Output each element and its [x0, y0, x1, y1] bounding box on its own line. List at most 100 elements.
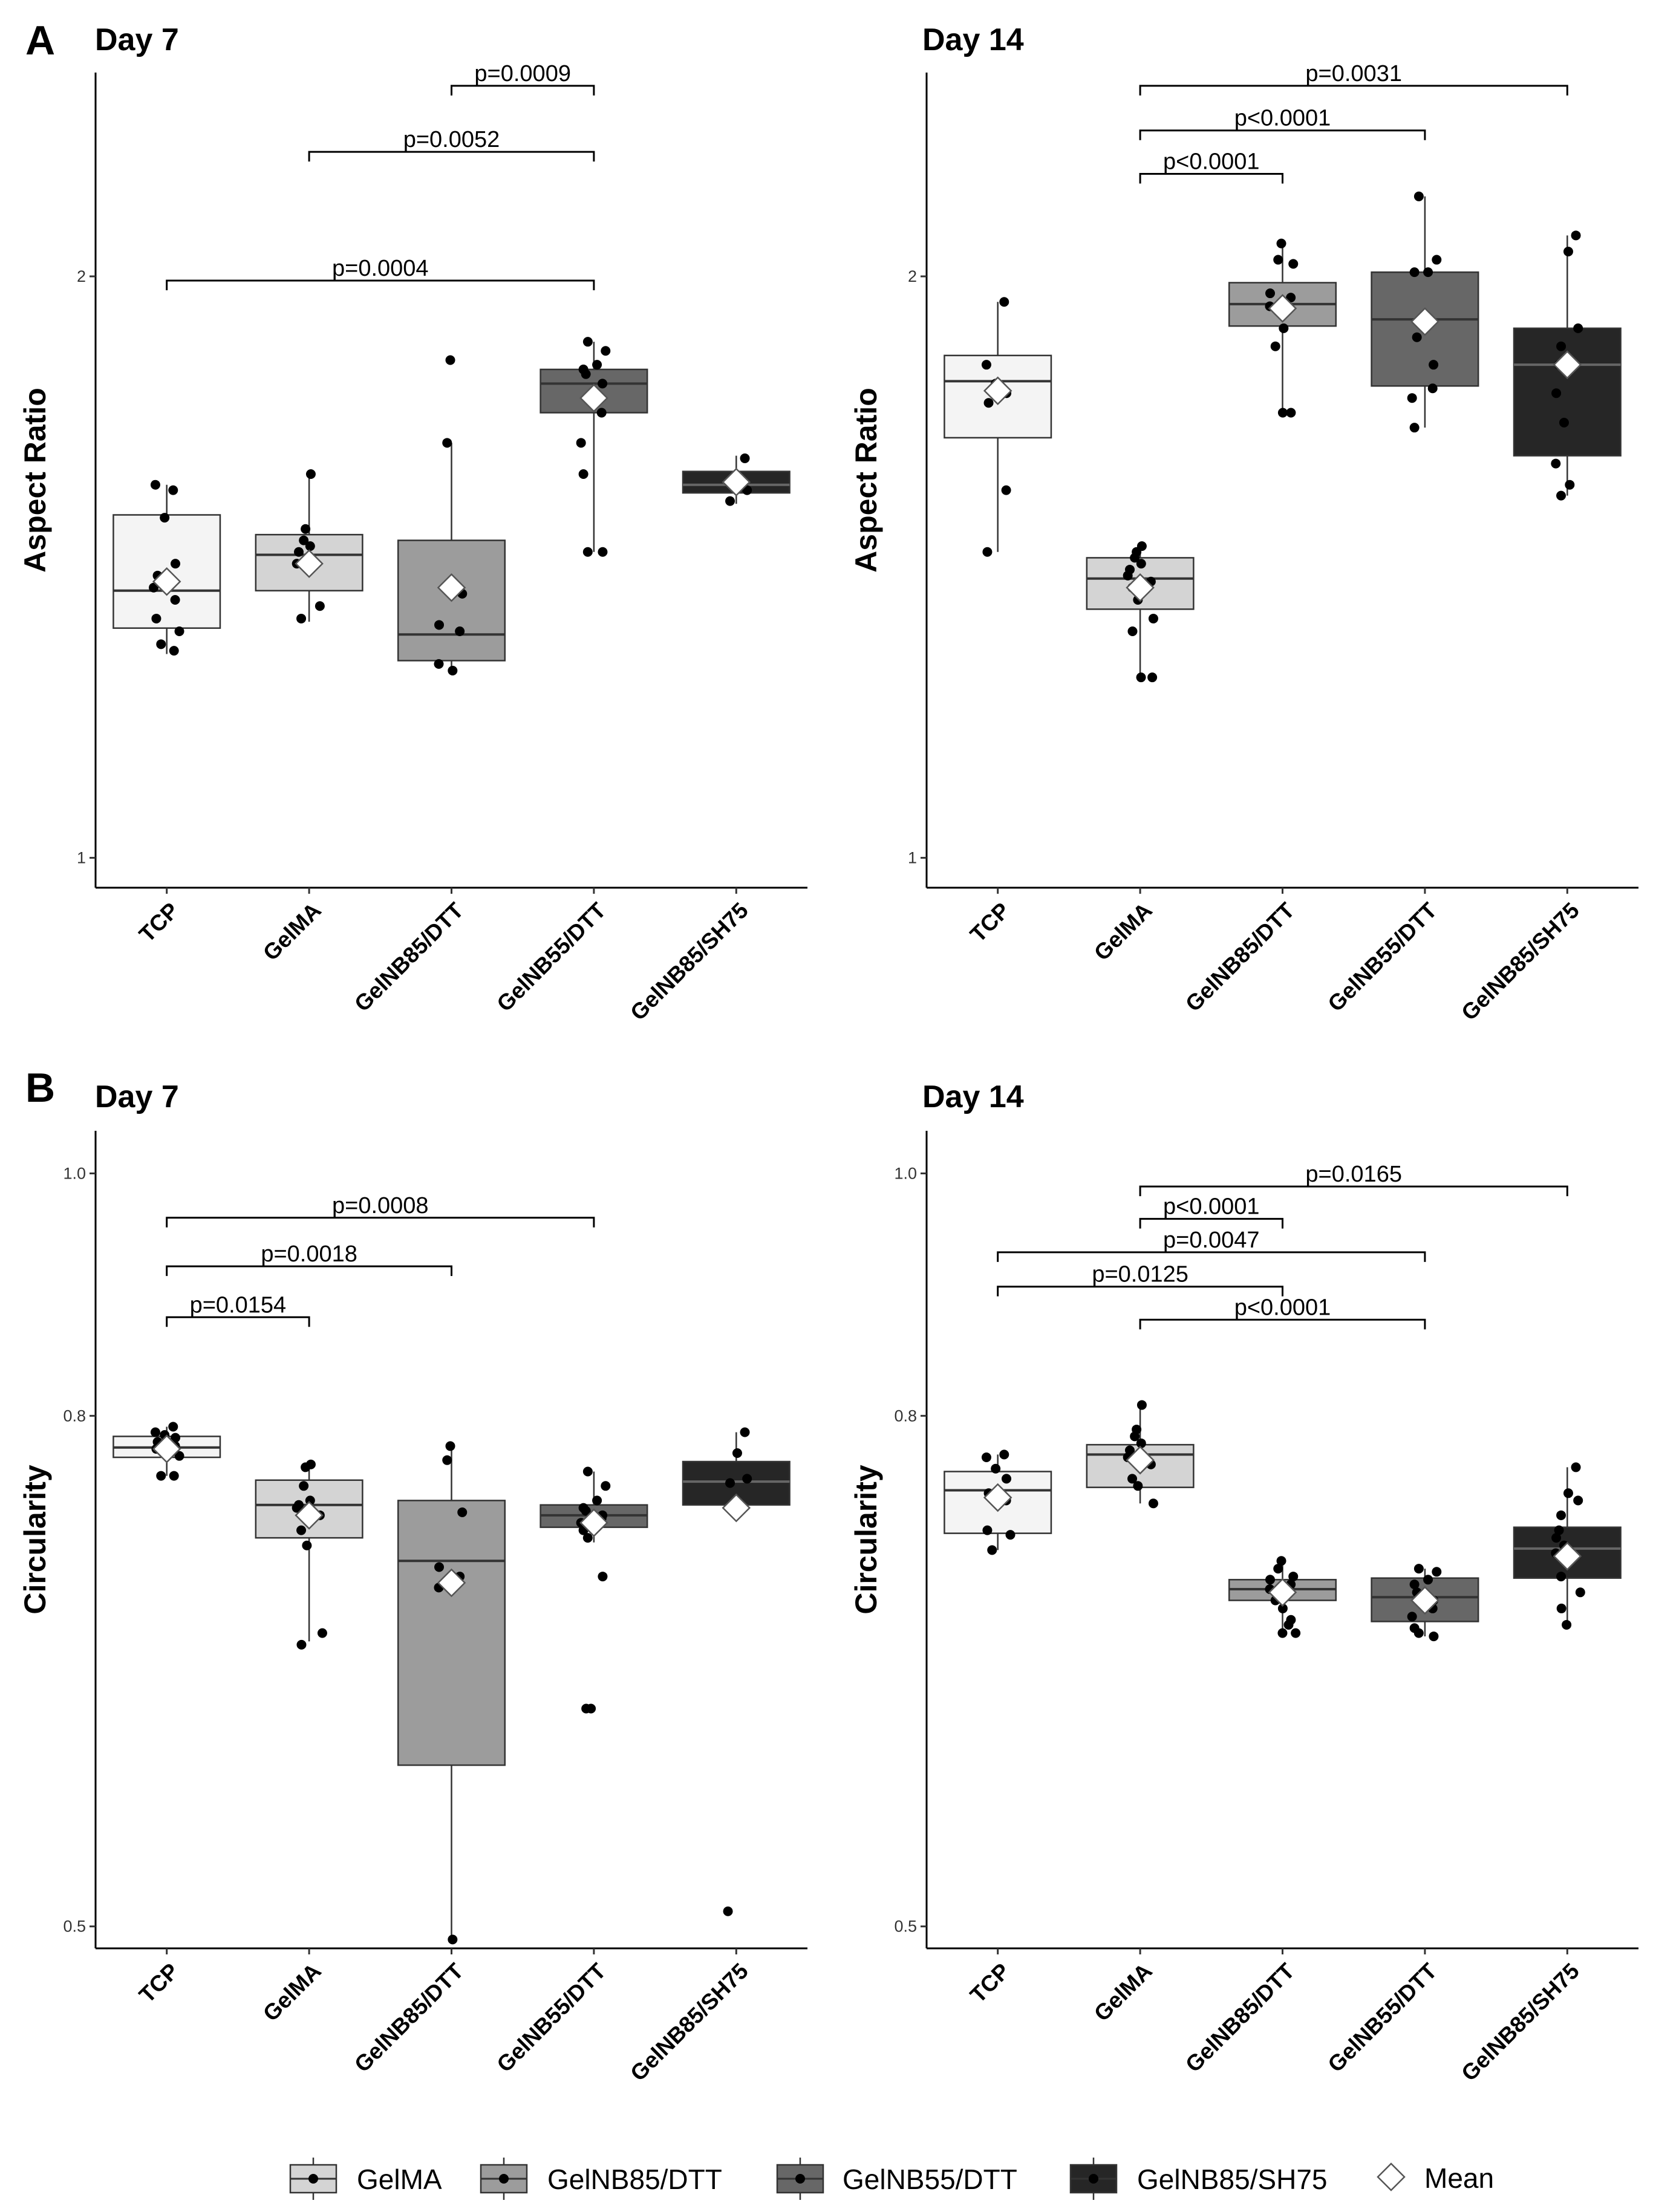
data-point-gelma [299, 535, 309, 545]
data-point-gelnb55-dtt [1427, 383, 1438, 394]
data-point-gelnb85-sh75 [1559, 417, 1569, 428]
x-tick-label-tcp: TCP [134, 898, 183, 947]
data-point-gelnb55-dtt [1409, 267, 1420, 278]
data-point-gelnb85-dtt [445, 1441, 455, 1451]
chart-title-b-day7: Day 7 [95, 1079, 179, 1114]
x-tick-label-tcp: TCP [134, 1959, 183, 2008]
chart-aspect-ratio-day7: 1 2 Aspect Ratio TCP GelMA GelNB85/DTT GelNB55… [18, 61, 807, 1026]
data-point-gelnb85-dtt [1277, 1628, 1288, 1638]
mean-marker-gelnb85-sh75 [722, 467, 751, 497]
data-point-gelnb55-dtt [1413, 1628, 1424, 1638]
data-point-gelnb85-dtt [445, 355, 455, 365]
significance-bracket [997, 1286, 1283, 1296]
data-point-gelma [1136, 1438, 1146, 1448]
data-point-tcp [999, 1449, 1009, 1460]
data-point-gelnb55-dtt [582, 547, 593, 557]
data-point-gelnb85-sh75 [1575, 1587, 1585, 1598]
p-value-label: p<0.0001 [1163, 1194, 1260, 1220]
data-point-gelnb85-dtt [1276, 238, 1286, 249]
data-point-gelnb55-dtt [1413, 1564, 1424, 1574]
mean-marker-gelnb85-sh75 [1553, 350, 1582, 379]
legend-label-gelnb55-dtt: GelNB55/DTT [843, 2164, 1017, 2195]
data-point-tcp [991, 1463, 1001, 1474]
data-point-gelma [302, 1540, 312, 1550]
x-tick-label-gelnb55-dtt: GelNB55/DTT [1323, 1958, 1441, 2077]
mean-marker-gelnb55-dtt [579, 383, 608, 412]
data-point-tcp [169, 646, 179, 656]
data-point-gelnb85-dtt [1265, 288, 1276, 299]
data-point-gelnb85-sh75 [723, 1906, 733, 1916]
data-point-gelnb85-dtt [455, 626, 465, 636]
data-point-gelnb85-dtt [1277, 1603, 1288, 1613]
data-point-gelma [301, 524, 311, 534]
data-point-gelma [296, 613, 307, 623]
data-point-gelnb55-dtt [578, 469, 588, 480]
p-value-label: p=0.0018 [261, 1241, 357, 1267]
significance-bracket [1139, 172, 1283, 184]
data-point-gelnb85-dtt [442, 1455, 452, 1465]
x-tick-label-gelnb85-sh75: GelNB85/SH75 [625, 1959, 753, 2086]
data-point-gelnb55-dtt [581, 1506, 591, 1516]
data-point-gelnb55-dtt [592, 360, 602, 370]
data-point-gelnb55-dtt [1432, 1567, 1442, 1577]
data-point-gelnb85-sh75 [1556, 1572, 1567, 1582]
data-point-gelnb55-dtt [586, 1703, 596, 1714]
mean-marker-gelnb55-dtt [1410, 307, 1439, 336]
mean-marker-gelma [1126, 1445, 1155, 1475]
x-tick-label-gelnb85-dtt: GelNB85/DTT [1181, 897, 1299, 1016]
data-point-tcp [156, 639, 166, 649]
y-tick-label: 1.0 [63, 1164, 86, 1182]
mean-marker-tcp [152, 567, 181, 596]
data-point-gelnb85-sh75 [1556, 341, 1567, 351]
p-value-label: p=0.0052 [403, 127, 500, 152]
data-point-gelnb55-dtt [582, 1533, 593, 1543]
legend-label-gelma: GelMA [357, 2164, 442, 2195]
data-point-gelnb85-sh75 [740, 453, 750, 463]
x-tick-label-gelnb85-dtt: GelNB85/DTT [350, 897, 468, 1016]
data-point-gelma [299, 1481, 309, 1491]
x-tick-label-gelnb85-dtt: GelNB85/DTT [1181, 1958, 1299, 2077]
data-point-gelnb85-sh75 [1565, 480, 1575, 490]
data-point-gelnb55-dtt [1432, 255, 1442, 265]
data-point-gelnb85-dtt [1291, 1628, 1301, 1638]
data-point-gelma [317, 1628, 327, 1638]
significance-bracket [1139, 1218, 1283, 1229]
data-point-gelma [1123, 570, 1133, 581]
legend-label-gelnb85-sh75: GelNB85/SH75 [1137, 2164, 1328, 2195]
x-tick-label-gelnb55-dtt: GelNB55/DTT [492, 1958, 610, 2077]
x-tick-label-gelnb85-sh75: GelNB85/SH75 [625, 898, 753, 1026]
data-point-tcp [151, 613, 161, 623]
data-point-tcp [168, 485, 178, 495]
data-point-gelnb55-dtt [576, 438, 586, 448]
data-point-gelnb85-sh75 [725, 1478, 735, 1488]
y-tick-label: 0.5 [63, 1918, 86, 1936]
data-point-gelnb85-dtt [1277, 408, 1288, 418]
data-point-tcp [171, 1433, 181, 1443]
data-point-gelma [296, 1639, 307, 1650]
data-point-gelma [301, 1462, 311, 1472]
data-point-gelnb55-dtt [1423, 267, 1433, 278]
p-value-label: p=0.0047 [1163, 1228, 1260, 1253]
mean-marker-tcp [152, 1434, 181, 1463]
significance-bracket [166, 1217, 595, 1228]
data-point-gelnb85-sh75 [1551, 1533, 1562, 1543]
mean-marker-gelnb85-dtt [1268, 1578, 1297, 1607]
legend-key-point-gelnb55-dtt [795, 2174, 805, 2184]
data-point-gelma [1130, 553, 1140, 563]
p-value-label: p=0.0165 [1305, 1162, 1402, 1187]
data-point-gelnb55-dtt [601, 1481, 611, 1491]
data-point-gelnb85-sh75 [1571, 230, 1581, 241]
data-point-gelnb85-sh75 [1573, 1495, 1583, 1506]
mean-marker-gelnb85-sh75 [722, 1493, 751, 1523]
significance-bracket [1139, 85, 1568, 96]
data-point-gelma [1127, 626, 1138, 636]
data-point-gelnb55-dtt [582, 337, 593, 347]
y-axis-title: Aspect Ratio [18, 388, 52, 573]
p-value-label: p<0.0001 [1234, 1295, 1331, 1320]
data-point-gelma [305, 541, 315, 551]
data-point-tcp [150, 480, 160, 490]
data-point-tcp [982, 547, 993, 557]
data-point-tcp [171, 559, 181, 569]
